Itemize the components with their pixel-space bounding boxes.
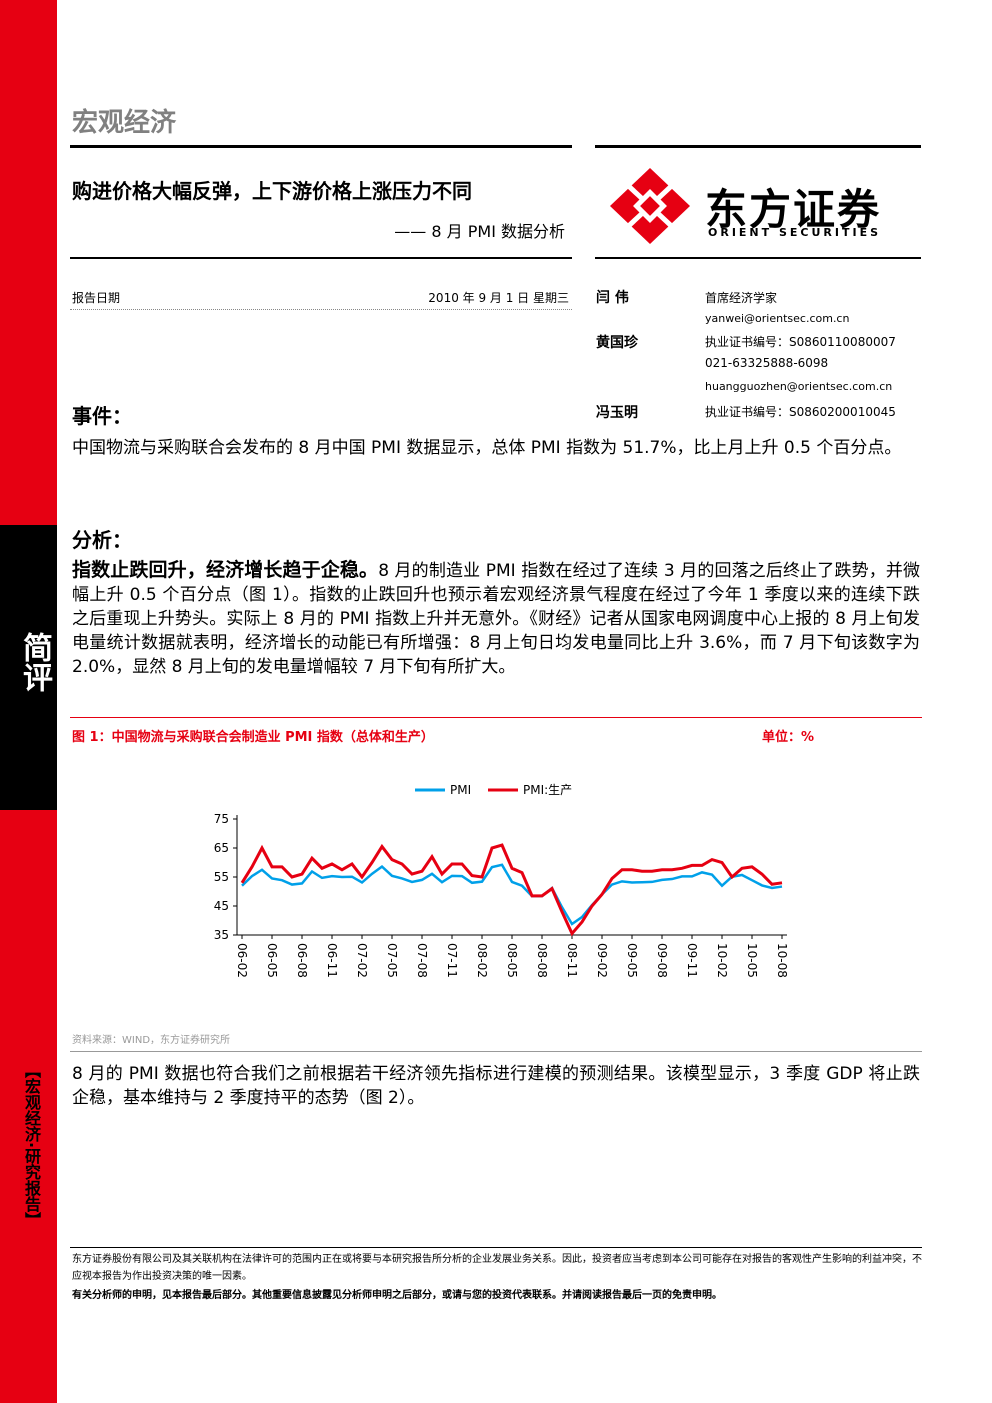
side-black-band <box>0 525 57 810</box>
x-tick-label: 07-08 <box>415 943 429 978</box>
side-category: 简评 <box>17 632 52 692</box>
series-line <box>240 843 783 937</box>
paragraph: 指数止跌回升，经济增长趋于企稳。8 月的制造业 PMI 指数在经过了连续 3 月… <box>72 558 920 679</box>
logo-mark <box>610 168 690 244</box>
paragraph: 8 月的 PMI 数据也符合我们之前根据若干经济领先指标进行建模的预测结果。该模… <box>72 1064 920 1108</box>
y-tick-label: 55 <box>214 870 229 884</box>
report-subtitle: —— 8 月 PMI 数据分析 <box>394 222 565 241</box>
logo-english: ORIENT SECURITIES <box>708 226 882 239</box>
analyst-detail: yanwei@orientsec.com.cn <box>705 312 850 325</box>
legend-label: PMI:生产 <box>523 783 572 797</box>
analyst-detail: 执业证书编号：S0860110080007 <box>705 335 896 349</box>
section-heading: 分析： <box>72 528 132 552</box>
rule <box>70 145 572 148</box>
x-tick-label: 08-08 <box>535 943 549 978</box>
x-tick-label: 07-05 <box>385 943 399 978</box>
side-series-label: 【宏观经济·研究报告】 <box>22 1062 41 1229</box>
section-label: 宏观经济 <box>72 108 177 138</box>
legend-label: PMI <box>450 783 471 797</box>
rule <box>70 257 572 259</box>
x-tick-label: 07-02 <box>355 943 369 978</box>
figure-rule <box>70 1051 922 1052</box>
x-tick-label: 08-11 <box>565 943 579 978</box>
logo-name: 东方证券 <box>705 185 882 234</box>
section-heading: 事件： <box>72 404 132 428</box>
x-tick-label: 10-02 <box>715 943 729 978</box>
figure-caption: 图 1：中国物流与采购联合会制造业 PMI 指数（总体和生产） <box>72 730 434 745</box>
paragraph: 中国物流与采购联合会发布的 8 月中国 PMI 数据显示，总体 PMI 指数为 … <box>72 438 902 458</box>
y-tick-label: 65 <box>214 841 229 855</box>
figure-source: 资料来源：WIND，东方证券研究所 <box>72 1035 231 1046</box>
x-tick-label: 09-11 <box>685 943 699 978</box>
analyst-name: 黄国珍 <box>596 335 638 351</box>
x-tick-label: 09-08 <box>655 943 669 978</box>
paragraph-text: 8 月的制造业 PMI 指数在经过了连续 3 月的回落之后终止了跌势，并微幅上升… <box>72 561 920 677</box>
analyst-name: 冯玉明 <box>596 405 638 421</box>
footer-rule <box>70 1247 922 1248</box>
report-title: 购进价格大幅反弹，上下游价格上涨压力不同 <box>72 179 472 203</box>
x-tick-label: 08-05 <box>505 943 519 978</box>
series-line <box>241 863 783 926</box>
x-tick-label: 06-11 <box>325 943 339 978</box>
analyst-detail: 执业证书编号：S0860200010045 <box>705 405 896 419</box>
y-tick-label: 35 <box>214 928 229 942</box>
rule <box>595 257 921 259</box>
x-tick-label: 06-08 <box>295 943 309 978</box>
x-tick-label: 06-02 <box>235 943 249 978</box>
x-tick-label: 08-02 <box>475 943 489 978</box>
y-tick-label: 75 <box>214 812 229 826</box>
analyst-detail: huangguozhen@orientsec.com.cn <box>705 380 893 393</box>
analyst-detail: 021-63325888-6098 <box>705 356 829 370</box>
date-value: 2010 年 9 月 1 日 星期三 <box>428 291 569 305</box>
figure-unit: 单位：% <box>762 730 815 745</box>
x-tick-label: 10-08 <box>775 943 789 978</box>
dotted-rule <box>70 309 572 310</box>
x-tick-label: 06-05 <box>265 943 279 978</box>
analyst-detail: 首席经济学家 <box>705 291 778 305</box>
footer-disclosure: 东方证券股份有限公司及其关联机构在法律许可的范围内正在或将要与本研究报告所分析的… <box>72 1254 922 1282</box>
rule <box>595 145 921 148</box>
x-tick-label: 10-05 <box>745 943 759 978</box>
x-tick-label: 07-11 <box>445 943 459 978</box>
analyst-name: 闫 伟 <box>596 290 629 306</box>
figure-rule <box>70 717 922 718</box>
footer-notice: 有关分析师的申明，见本报告最后部分。其他重要信息披露见分析师申明之后部分，或请与… <box>72 1290 722 1301</box>
x-tick-label: 09-05 <box>625 943 639 978</box>
paragraph-lead: 指数止跌回升，经济增长趋于企稳。 <box>72 559 379 581</box>
chart: 35 45 55 65 75 06-02 06-05 06-08 06-11 07-02 07-05… <box>214 783 789 978</box>
date-label: 报告日期 <box>72 291 121 305</box>
y-tick-label: 45 <box>214 899 229 913</box>
x-tick-label: 09-02 <box>595 943 609 978</box>
